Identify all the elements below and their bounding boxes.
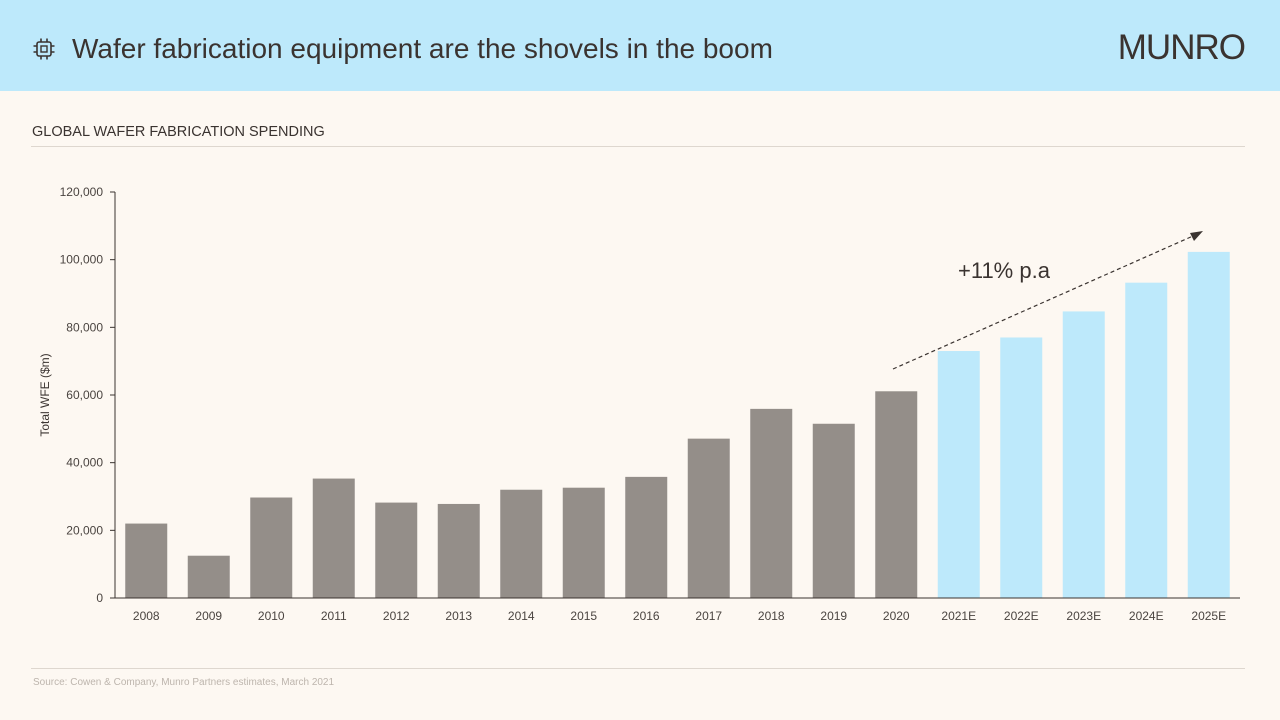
y-tick-label: 120,000: [60, 185, 104, 199]
bar: [437, 503, 480, 598]
bar: [687, 438, 730, 598]
x-tick-label: 2022E: [1004, 609, 1039, 623]
chip-icon: [33, 38, 55, 60]
trend-arrowhead-icon: [1190, 231, 1203, 241]
x-tick-label: 2010: [258, 609, 285, 623]
divider-bottom: [31, 668, 1245, 669]
trend-arrow-line: [892, 235, 1194, 370]
x-tick-label: 2015: [570, 609, 597, 623]
y-axis-title: Total WFE ($m): [38, 353, 52, 436]
bar: [750, 408, 793, 598]
y-tick-label: 20,000: [66, 523, 103, 537]
y-tick-label: 100,000: [60, 253, 104, 267]
bar: [875, 391, 918, 598]
x-tick-label: 2019: [820, 609, 847, 623]
y-tick-label: 0: [96, 591, 103, 605]
x-tick-label: 2024E: [1129, 609, 1164, 623]
bar: [812, 423, 855, 598]
x-tick-label: 2012: [383, 609, 410, 623]
bar: [375, 502, 418, 598]
y-tick-label: 60,000: [66, 388, 103, 402]
divider-top: [31, 146, 1245, 147]
bar: [312, 478, 355, 598]
bar: [125, 523, 168, 598]
x-tick-label: 2023E: [1066, 609, 1101, 623]
y-tick-label: 40,000: [66, 456, 103, 470]
page-title: Wafer fabrication equipment are the shov…: [72, 33, 773, 64]
x-tick-label: 2016: [633, 609, 660, 623]
brand-logo: MUNRO: [1117, 28, 1246, 67]
growth-annotation: +11% p.a: [958, 258, 1051, 283]
bar: [625, 476, 668, 598]
x-tick-label: 2017: [695, 609, 722, 623]
x-tick-label: 2018: [758, 609, 785, 623]
bar: [562, 487, 605, 598]
source-note: Source: Cowen & Company, Munro Partners …: [33, 677, 335, 688]
x-tick-label: 2011: [321, 609, 347, 623]
x-tick-label: 2013: [445, 609, 472, 623]
x-tick-label: 2014: [508, 609, 535, 623]
bar: [1062, 311, 1105, 598]
bar: [500, 489, 543, 598]
bar: [250, 497, 293, 598]
x-tick-label: 2008: [133, 609, 160, 623]
x-tick-label: 2025E: [1191, 609, 1226, 623]
chart-title: GLOBAL WAFER FABRICATION SPENDING: [32, 124, 325, 140]
y-tick-label: 80,000: [66, 320, 103, 334]
bar: [1125, 282, 1168, 598]
bar: [1187, 251, 1230, 598]
bar: [1000, 337, 1043, 598]
bar: [937, 351, 980, 598]
x-tick-label: 2009: [195, 609, 222, 623]
x-tick-label: 2020: [883, 609, 910, 623]
x-tick-label: 2021E: [941, 609, 976, 623]
bar: [187, 555, 230, 598]
header-banner: Wafer fabrication equipment are the shov…: [0, 0, 1280, 91]
